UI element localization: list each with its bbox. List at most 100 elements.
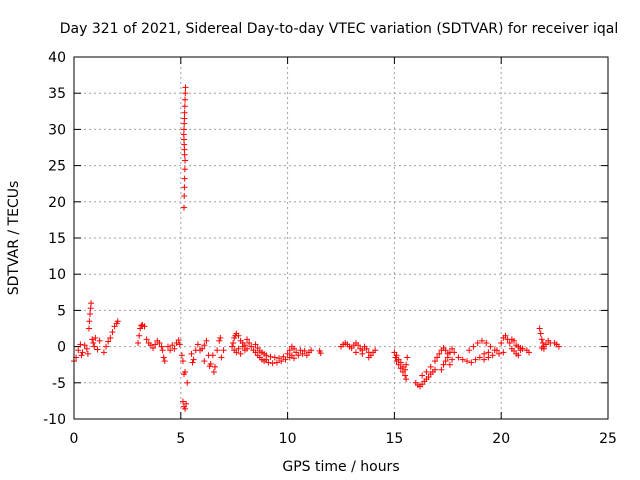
- data-point: [543, 341, 550, 348]
- data-point: [282, 356, 289, 363]
- data-point: [511, 337, 518, 344]
- data-point: [182, 368, 189, 375]
- data-point: [181, 126, 188, 133]
- data-point: [179, 358, 186, 365]
- y-tick-label: 5: [57, 303, 66, 319]
- data-point: [485, 354, 492, 361]
- data-point: [181, 184, 188, 191]
- data-point: [229, 343, 236, 350]
- data-points: [71, 84, 562, 412]
- data-point: [427, 363, 434, 370]
- data-point: [75, 347, 82, 354]
- data-point: [372, 347, 379, 354]
- data-point: [431, 366, 438, 373]
- chart-title: Day 321 of 2021, Sidereal Day-to-day VTE…: [60, 21, 618, 37]
- data-point: [141, 323, 148, 330]
- data-point: [449, 345, 456, 352]
- data-point: [158, 343, 165, 350]
- data-point: [194, 341, 201, 348]
- data-point: [455, 354, 462, 361]
- data-point: [423, 368, 430, 375]
- data-point: [483, 339, 490, 346]
- data-point: [218, 354, 225, 361]
- data-point: [284, 350, 291, 357]
- data-point: [487, 343, 494, 350]
- data-point: [498, 339, 505, 346]
- data-point: [476, 354, 483, 361]
- data-point: [181, 175, 188, 182]
- data-point: [217, 334, 224, 341]
- data-point: [169, 342, 176, 349]
- data-point: [79, 349, 86, 356]
- data-point: [459, 356, 466, 363]
- data-point: [485, 349, 492, 356]
- data-point: [239, 343, 246, 350]
- data-point: [175, 337, 182, 344]
- data-point: [271, 354, 278, 361]
- data-point: [216, 337, 223, 344]
- data-point: [181, 115, 188, 122]
- data-point: [182, 157, 189, 164]
- data-point: [220, 347, 227, 354]
- y-tick-label: 15: [48, 231, 66, 247]
- data-point: [442, 358, 449, 365]
- data-point: [150, 345, 157, 352]
- data-point: [201, 358, 208, 365]
- data-point: [317, 350, 324, 357]
- data-point: [85, 325, 92, 332]
- chart-grid: [74, 57, 608, 419]
- data-point: [182, 405, 189, 412]
- data-point: [181, 204, 188, 211]
- data-point: [181, 151, 188, 158]
- data-point: [152, 341, 159, 348]
- data-point: [181, 146, 188, 153]
- data-point: [472, 356, 479, 363]
- data-point: [164, 343, 171, 350]
- data-point: [291, 355, 298, 362]
- data-point: [402, 372, 409, 379]
- data-point: [181, 136, 188, 143]
- data-point: [468, 359, 475, 366]
- data-point: [91, 343, 98, 350]
- data-point: [199, 345, 206, 352]
- data-point: [183, 400, 190, 407]
- data-point: [466, 347, 473, 354]
- y-tick-label: 40: [48, 50, 66, 66]
- data-point: [237, 350, 244, 357]
- data-point: [203, 337, 210, 344]
- data-point: [179, 398, 186, 405]
- data-point: [538, 336, 545, 343]
- x-tick-label: 25: [599, 431, 617, 447]
- data-point: [267, 353, 274, 360]
- data-point: [182, 90, 189, 97]
- data-point: [446, 361, 453, 368]
- data-point: [555, 343, 562, 350]
- data-point: [181, 166, 188, 173]
- data-point: [235, 332, 242, 339]
- data-point: [178, 352, 185, 359]
- data-point: [438, 366, 445, 373]
- data-point: [83, 345, 90, 352]
- data-point: [214, 347, 221, 354]
- data-point: [500, 349, 507, 356]
- data-point: [403, 376, 410, 383]
- data-point: [470, 343, 477, 350]
- data-point: [159, 347, 166, 354]
- data-point: [515, 352, 522, 359]
- data-point: [355, 342, 362, 349]
- data-point: [241, 347, 248, 354]
- data-point: [308, 347, 315, 354]
- data-point: [359, 350, 366, 357]
- data-point: [87, 305, 94, 312]
- data-point: [451, 349, 458, 356]
- data-point: [265, 359, 272, 366]
- data-point: [233, 349, 240, 356]
- data-point: [436, 350, 443, 357]
- data-point: [189, 359, 196, 366]
- data-point: [109, 329, 116, 336]
- data-point: [135, 339, 142, 346]
- data-point: [181, 193, 188, 200]
- data-point: [90, 339, 97, 346]
- data-point: [263, 352, 270, 359]
